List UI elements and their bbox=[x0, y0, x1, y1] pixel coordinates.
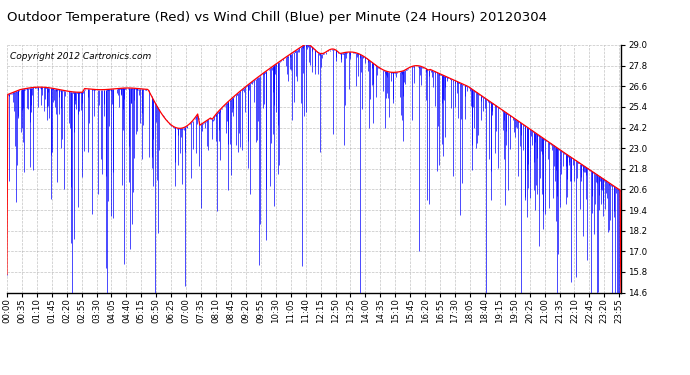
Text: Copyright 2012 Cartronics.com: Copyright 2012 Cartronics.com bbox=[10, 53, 151, 62]
Text: Outdoor Temperature (Red) vs Wind Chill (Blue) per Minute (24 Hours) 20120304: Outdoor Temperature (Red) vs Wind Chill … bbox=[7, 11, 547, 24]
